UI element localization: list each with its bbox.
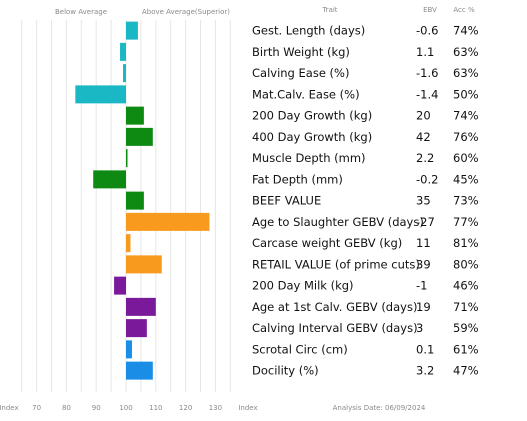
ebv-value: -0.6 xyxy=(416,24,438,38)
bar xyxy=(114,276,126,295)
ebv-value: 0.1 xyxy=(416,342,434,356)
acc-value: 47% xyxy=(453,364,479,378)
header-below-average: Below Average xyxy=(55,8,107,16)
ebv-value: -1.6 xyxy=(416,66,438,80)
acc-value: 73% xyxy=(453,194,479,208)
x-tick-label: 110 xyxy=(149,404,162,412)
x-axis-label: Index xyxy=(0,404,19,412)
x-axis: Index Index Analysis Date: 06/09/2024 70… xyxy=(0,404,426,412)
trait-label: Calving Interval GEBV (days) xyxy=(252,321,418,335)
trait-label: 400 Day Growth (kg) xyxy=(252,130,372,144)
ebv-value: -27 xyxy=(416,215,435,229)
header-acc: Acc % xyxy=(453,6,475,14)
bar xyxy=(120,42,126,61)
bar xyxy=(126,340,132,359)
grid-layer xyxy=(21,20,231,392)
bar xyxy=(126,361,153,380)
acc-value: 63% xyxy=(453,45,479,59)
ebv-value: 20 xyxy=(416,109,431,123)
trait-label: Mat.Calv. Ease (%) xyxy=(252,87,360,101)
ebv-value: 11 xyxy=(416,236,431,250)
x-tick-label: 130 xyxy=(209,404,222,412)
labels-layer: Gest. Length (days) -0.6 74% Birth Weight (… xyxy=(252,24,479,378)
analysis-date: Analysis Date: 06/09/2024 xyxy=(333,404,426,412)
trait-label: Carcase weight GEBV (kg) xyxy=(252,236,402,250)
acc-value: 74% xyxy=(453,24,479,38)
acc-value: 50% xyxy=(453,87,479,101)
ebv-value: 42 xyxy=(416,130,431,144)
bar xyxy=(126,212,210,231)
acc-value: 45% xyxy=(453,172,479,186)
x-tick-label: 80 xyxy=(62,404,71,412)
trait-label: Fat Depth (mm) xyxy=(252,172,343,186)
acc-value: 63% xyxy=(453,66,479,80)
bar xyxy=(126,191,144,210)
ebv-value: -1.4 xyxy=(416,87,438,101)
header-trait: Trait xyxy=(321,6,337,14)
trait-label: 200 Day Growth (kg) xyxy=(252,109,372,123)
bar xyxy=(126,297,156,316)
acc-value: 76% xyxy=(453,130,479,144)
ebv-value: 1.1 xyxy=(416,45,434,59)
acc-value: 74% xyxy=(453,109,479,123)
ebv-value: 19 xyxy=(416,300,431,314)
bars-layer xyxy=(75,21,210,380)
acc-value: 77% xyxy=(453,215,479,229)
x-tick-label: 100 xyxy=(119,404,132,412)
bar xyxy=(126,149,128,168)
trait-label: Age to Slaughter GEBV (days) xyxy=(252,215,424,229)
trait-label: Scrotal Circ (cm) xyxy=(252,342,348,356)
acc-value: 80% xyxy=(453,257,479,271)
trait-label: Calving Ease (%) xyxy=(252,66,349,80)
x-tick-label: 90 xyxy=(92,404,101,412)
bar xyxy=(93,170,126,189)
trait-label: Docility (%) xyxy=(252,364,319,378)
bar xyxy=(126,255,162,274)
bar xyxy=(75,85,126,104)
ebv-value: -0.2 xyxy=(416,172,438,186)
header-ebv: EBV xyxy=(423,6,437,14)
header-layer: Below Average Above Average(Superior) Tr… xyxy=(55,6,475,16)
bar xyxy=(126,106,144,125)
ebv-value: 3.2 xyxy=(416,364,434,378)
bar xyxy=(123,64,126,83)
x-axis-label-right: Index xyxy=(238,404,257,412)
acc-value: 71% xyxy=(453,300,479,314)
x-tick-label: 70 xyxy=(32,404,41,412)
trait-label: Muscle Depth (mm) xyxy=(252,151,366,165)
bar xyxy=(126,127,153,146)
acc-value: 59% xyxy=(453,321,479,335)
acc-value: 60% xyxy=(453,151,479,165)
header-above-average: Above Average(Superior) xyxy=(142,8,230,16)
acc-value: 81% xyxy=(453,236,479,250)
acc-value: 46% xyxy=(453,279,479,293)
ebv-value: -1 xyxy=(416,279,427,293)
bar xyxy=(126,21,138,40)
trait-label: Age at 1st Calv. GEBV (days) xyxy=(252,300,417,314)
trait-label: 200 Day Milk (kg) xyxy=(252,279,354,293)
bar xyxy=(126,234,131,253)
ebv-value: 39 xyxy=(416,257,431,271)
ebv-value: 3 xyxy=(416,321,423,335)
acc-value: 61% xyxy=(453,342,479,356)
trait-label: RETAIL VALUE (of prime cuts) xyxy=(252,257,420,271)
trait-label: Birth Weight (kg) xyxy=(252,45,350,59)
bar xyxy=(126,319,147,338)
ebv-value: 2.2 xyxy=(416,151,434,165)
trait-label: BEEF VALUE xyxy=(252,194,321,208)
ebv-value: 35 xyxy=(416,194,431,208)
x-tick-label: 120 xyxy=(179,404,192,412)
trait-label: Gest. Length (days) xyxy=(252,24,365,38)
